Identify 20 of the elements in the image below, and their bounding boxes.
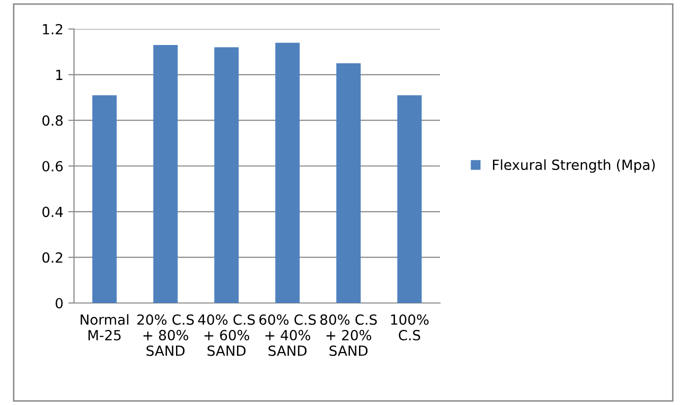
bar [153,44,178,303]
bar [397,95,422,303]
y-tick-label: 1 [56,70,62,80]
bar [214,47,239,303]
y-tick-label: 1.2 [43,24,62,34]
y-tick-label: 0.8 [42,115,63,126]
x-tick-label: 20% C.S + 80% SAND [137,314,194,356]
y-tick-label: 0.2 [42,252,62,263]
x-tick-label: 60% C.S + 40% SAND [259,314,316,356]
y-tick-label: 0.4 [42,206,63,218]
x-tick-label: 40% C.S + 60% SAND [198,314,255,356]
y-tick-label: 0.6 [42,160,63,172]
bar [275,42,300,303]
x-tick-label: 100% C.S [391,314,429,340]
bar [92,95,117,303]
legend-label: Flexural Strength (Mpa) [492,159,655,173]
y-tick-label: 0 [56,298,63,308]
x-tick-label: 80% C.S + 20% SAND [320,314,377,356]
x-tick-label: Normal M-25 [80,314,128,340]
bar [336,63,361,303]
